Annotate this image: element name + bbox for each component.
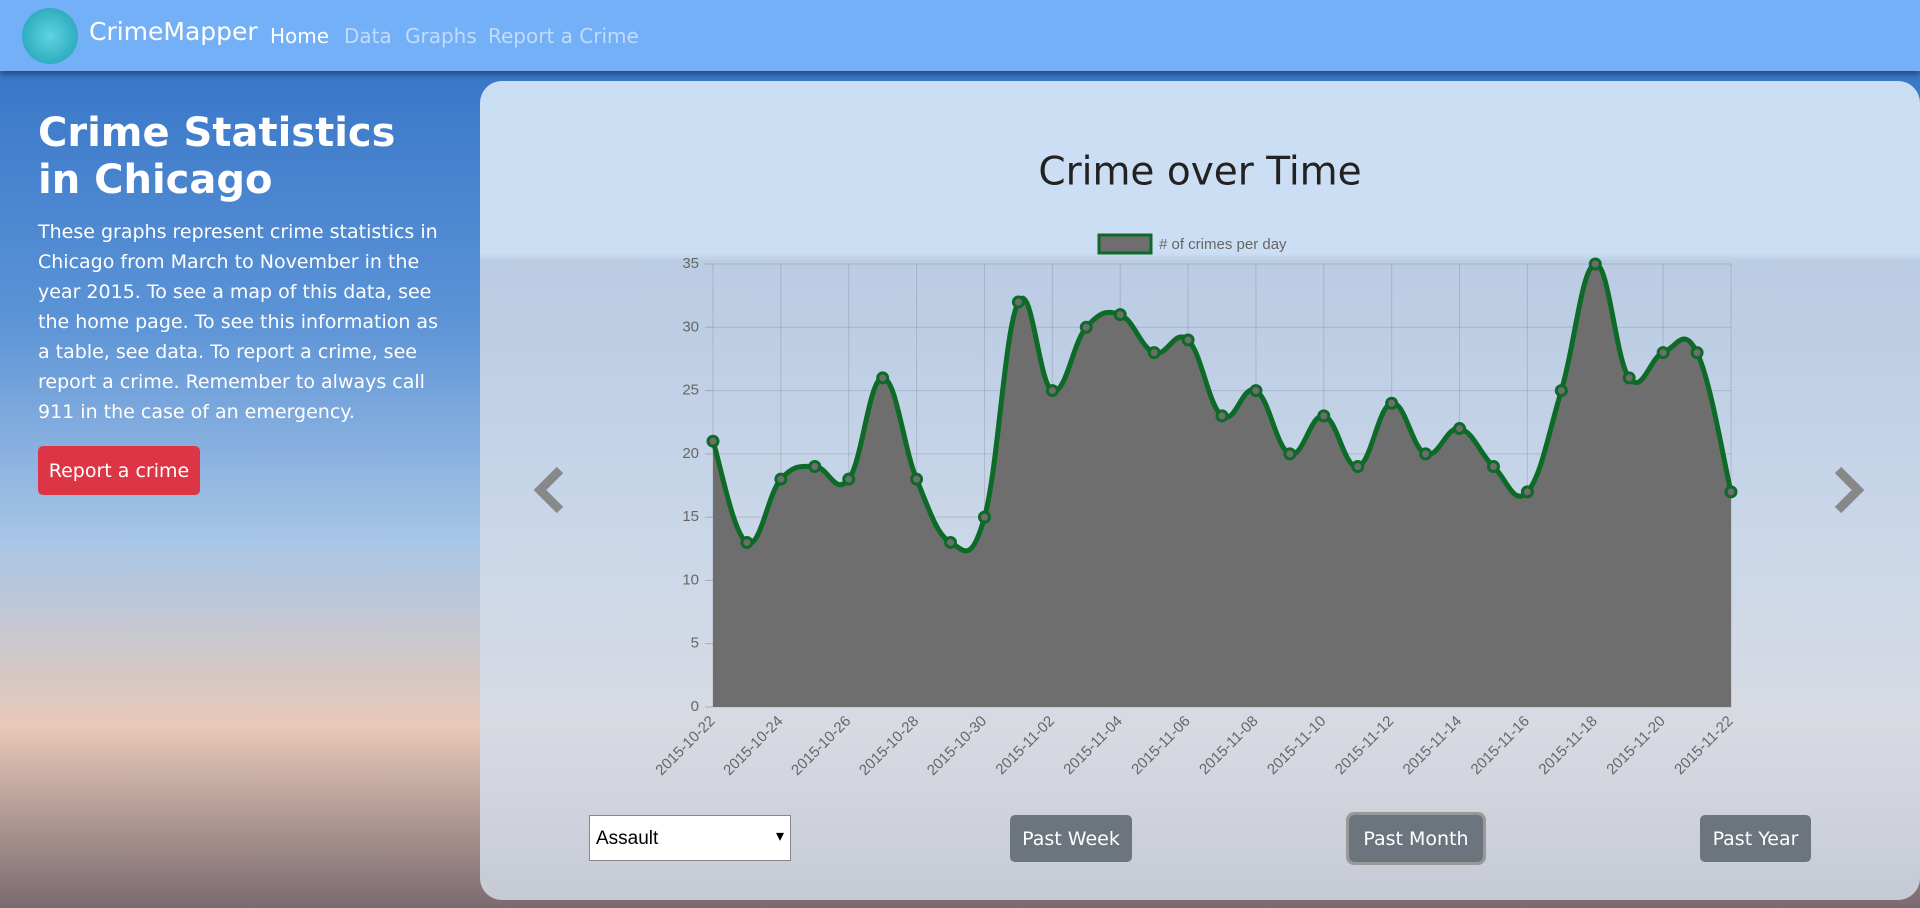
week-button[interactable]: Past Week: [1010, 815, 1132, 862]
nav-link[interactable]: Report a Crime: [488, 24, 639, 48]
x-tick-label: 2015-11-06: [1128, 713, 1193, 778]
point: [808, 460, 822, 474]
point: [944, 535, 958, 549]
legend-swatch: [1097, 233, 1153, 255]
x-tick-label: 2015-11-14: [1400, 713, 1465, 778]
month-button[interactable]: Past Month: [1346, 812, 1486, 865]
x-tick-label: 2015-10-26: [788, 713, 854, 779]
brand[interactable]: CrimeMapper: [89, 17, 258, 46]
point: [706, 434, 720, 448]
x-tick-label: 2015-11-04: [1060, 713, 1125, 778]
point: [1622, 371, 1636, 385]
point: [1419, 447, 1433, 461]
y-tick-label: 15: [682, 508, 699, 525]
navbar: CrimeMapper Home Data Graphs Report a Cr…: [0, 0, 1920, 71]
point: [842, 472, 856, 486]
point: [1520, 485, 1534, 499]
x-tick-label: 2015-11-02: [992, 713, 1057, 778]
x-tick-label: 2015-11-16: [1468, 713, 1533, 778]
legend-label: # of crimes per day: [1159, 236, 1287, 253]
point: [1249, 384, 1263, 398]
point: [1283, 447, 1297, 461]
x-tick-label: 2015-11-20: [1603, 713, 1668, 778]
point: [1656, 346, 1670, 360]
next-arrow[interactable]: [1834, 466, 1865, 514]
x-tick-label: 2015-11-08: [1196, 713, 1261, 778]
nav-link[interactable]: Data: [344, 24, 392, 48]
x-tick-label: 2015-11-22: [1671, 713, 1736, 778]
point: [1079, 320, 1093, 334]
point: [1045, 384, 1059, 398]
point: [740, 535, 754, 549]
point: [1147, 346, 1161, 360]
point: [1011, 295, 1025, 309]
crime-select[interactable]: Assault: [589, 815, 791, 861]
report-button[interactable]: Report a crime: [38, 446, 200, 495]
x-tick-label: 2015-10-28: [856, 713, 922, 779]
point: [1215, 409, 1229, 423]
y-tick-label: 5: [691, 635, 699, 652]
x-tick-label: 2015-11-18: [1535, 713, 1600, 778]
point: [774, 472, 788, 486]
point: [1453, 422, 1467, 436]
point: [1181, 333, 1195, 347]
point: [1554, 384, 1568, 398]
x-tick-label: 2015-11-12: [1332, 713, 1397, 778]
point: [1317, 409, 1331, 423]
chart-title: Crime over Time: [1038, 150, 1361, 195]
y-tick-label: 0: [691, 698, 699, 715]
y-tick-label: 10: [682, 571, 699, 588]
point: [1724, 485, 1738, 499]
x-tick-label: 2015-10-30: [924, 713, 990, 779]
year-button[interactable]: Past Year: [1700, 815, 1811, 862]
point: [1113, 308, 1127, 322]
point: [910, 472, 924, 486]
sidebar-title: Crime Statistics in Chicago: [38, 110, 396, 203]
point: [1588, 257, 1602, 271]
point: [1690, 346, 1704, 360]
y-tick-label: 25: [682, 382, 699, 399]
x-tick-label: 2015-10-24: [720, 713, 786, 779]
point: [1486, 460, 1500, 474]
prev-arrow[interactable]: [533, 466, 564, 514]
nav-link[interactable]: Graphs: [405, 24, 477, 48]
logo[interactable]: [22, 8, 78, 64]
point: [977, 510, 991, 524]
x-tick-label: 2015-11-10: [1264, 713, 1329, 778]
area: [713, 263, 1731, 707]
y-tick-label: 30: [682, 318, 699, 335]
x-tick-label: 2015-10-22: [652, 713, 718, 779]
y-tick-label: 35: [682, 255, 699, 272]
nav-link[interactable]: Home: [270, 24, 330, 48]
point: [1351, 460, 1365, 474]
y-tick-label: 20: [682, 445, 699, 462]
point: [876, 371, 890, 385]
sidebar-text: These graphs represent crime statistics …: [38, 221, 438, 423]
point: [1385, 396, 1399, 410]
